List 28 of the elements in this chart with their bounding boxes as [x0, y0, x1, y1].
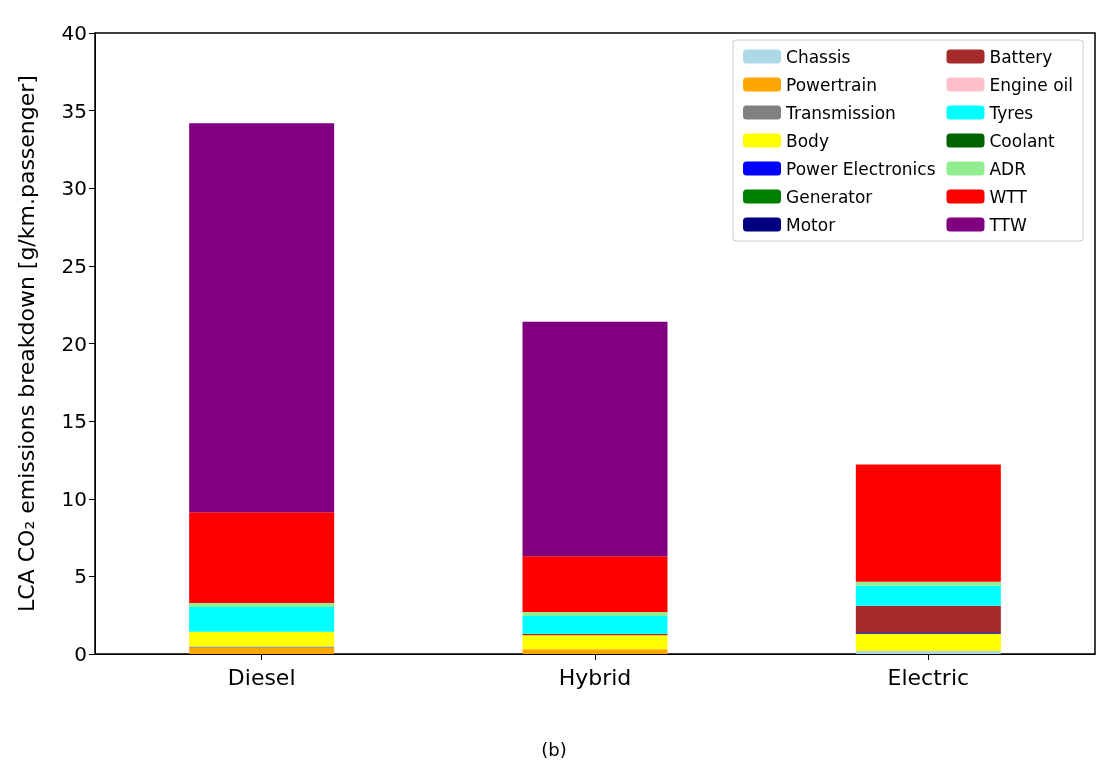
- legend-label: Tyres: [988, 102, 1034, 123]
- y-tick-label: 40: [61, 21, 87, 45]
- y-tick-label: 35: [61, 98, 87, 123]
- y-tick-label: 30: [61, 176, 87, 201]
- y-tick-label: 25: [61, 253, 87, 278]
- x-tick-label: Hybrid: [558, 664, 632, 690]
- legend-label: Transmission: [785, 102, 896, 123]
- legend-label: Coolant: [989, 130, 1056, 151]
- x-tick-label: Diesel: [227, 664, 296, 690]
- legend-label: Power Electronics: [786, 158, 936, 179]
- legend-label: Powertrain: [786, 74, 877, 95]
- legend-label: Engine oil: [989, 74, 1073, 95]
- legend-label: ADR: [989, 158, 1027, 179]
- legend-label: Body: [786, 130, 829, 151]
- y-tick-label: 0: [74, 642, 87, 666]
- legend-label: Motor: [786, 214, 836, 235]
- legend-label: Generator: [786, 186, 873, 207]
- y-tick-label: 5: [74, 564, 87, 589]
- legend-label: TTW: [988, 214, 1027, 235]
- legend-label: Battery: [989, 46, 1053, 67]
- legend-label: WTT: [989, 186, 1028, 207]
- x-tick-label: Electric: [887, 664, 970, 690]
- legend-label: Chassis: [786, 46, 851, 67]
- y-tick-label: 15: [61, 409, 87, 434]
- y-tick-label: 10: [61, 486, 87, 511]
- text: (b): [541, 738, 567, 760]
- y-tick-label: 20: [61, 331, 87, 356]
- y-axis-title: LCA CO₂ emissions breakdown [g/km.passenger]: [13, 75, 39, 612]
